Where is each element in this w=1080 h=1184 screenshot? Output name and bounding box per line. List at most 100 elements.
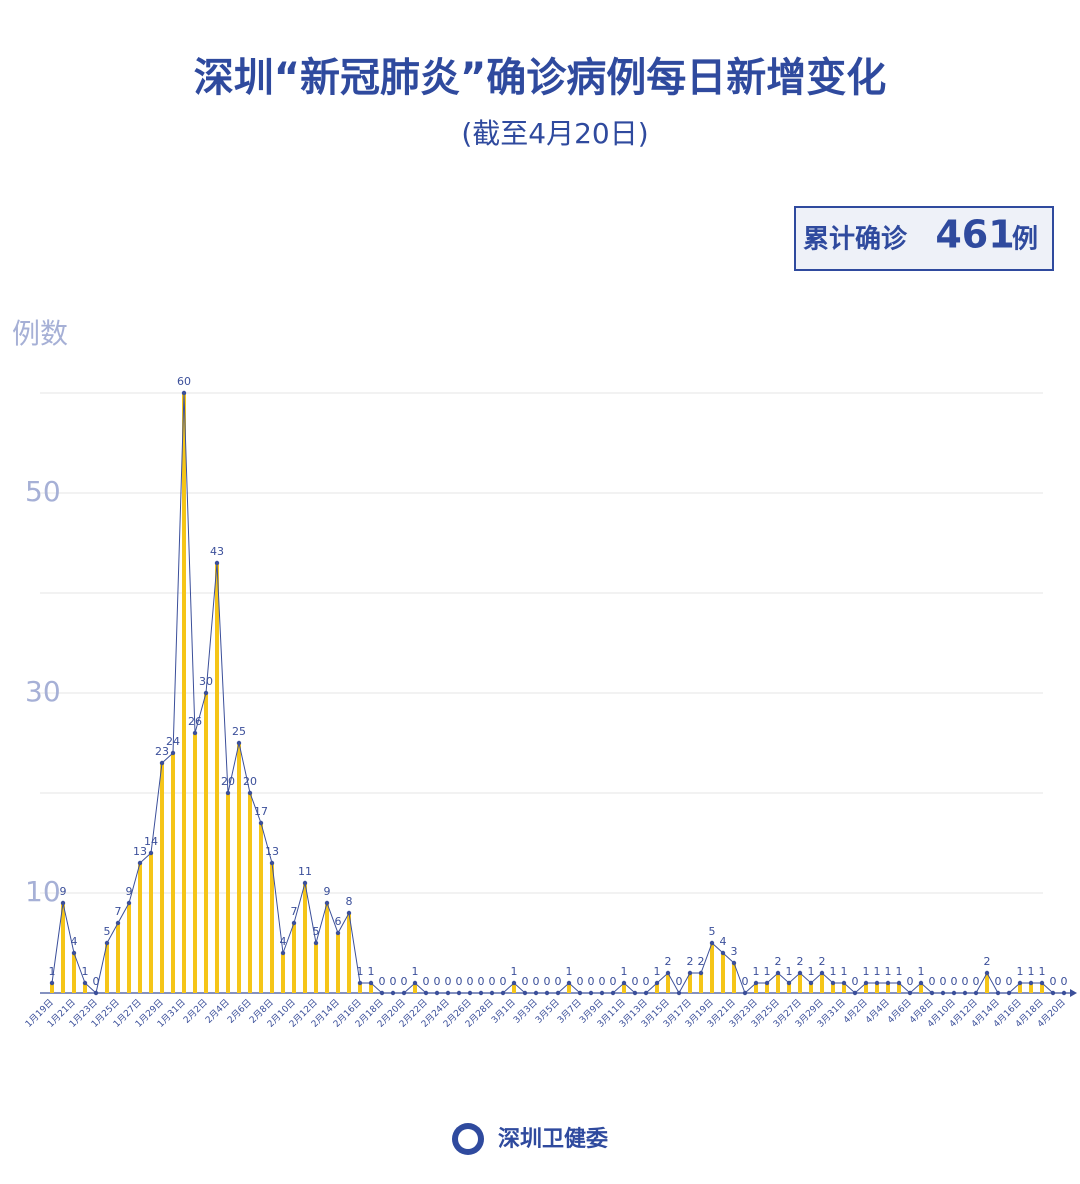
value-label: 24 (166, 735, 180, 748)
value-label: 1 (841, 965, 848, 978)
value-label: 1 (830, 965, 837, 978)
point (159, 760, 165, 766)
point (610, 990, 616, 996)
point (511, 980, 517, 986)
source: 深圳卫健委 (498, 1126, 608, 1152)
point (962, 990, 968, 996)
point (357, 980, 363, 986)
value-label: 60 (177, 375, 191, 388)
bar (149, 853, 153, 993)
point (500, 990, 506, 996)
value-label: 5 (709, 925, 716, 938)
point (1050, 990, 1056, 996)
point (577, 990, 583, 996)
point (940, 990, 946, 996)
point (698, 970, 704, 976)
value-label: 1 (1039, 965, 1046, 978)
bar (61, 903, 65, 993)
point (687, 970, 693, 976)
point (797, 970, 803, 976)
point (401, 990, 407, 996)
bar (1040, 983, 1044, 993)
point (929, 990, 935, 996)
value-label: 0 (1006, 975, 1013, 988)
point (247, 790, 253, 796)
bar (864, 983, 868, 993)
point (775, 970, 781, 976)
value-label: 1 (82, 965, 89, 978)
point (819, 970, 825, 976)
point (995, 990, 1001, 996)
point (93, 990, 99, 996)
value-label: 7 (115, 905, 122, 918)
point (236, 740, 242, 746)
value-label: 1 (357, 965, 364, 978)
value-label: 0 (929, 975, 936, 988)
value-label: 4 (720, 935, 727, 948)
point (126, 900, 132, 906)
point (753, 980, 759, 986)
value-label: 0 (1050, 975, 1057, 988)
point (489, 990, 495, 996)
point (720, 950, 726, 956)
value-label: 5 (104, 925, 111, 938)
point (368, 980, 374, 986)
point (71, 950, 77, 956)
point (599, 990, 605, 996)
bar (710, 943, 714, 993)
value-label: 1 (49, 965, 56, 978)
point (258, 820, 264, 826)
bar (204, 693, 208, 993)
value-label: 1 (368, 965, 375, 978)
value-label: 0 (489, 975, 496, 988)
bar (798, 973, 802, 993)
value-label: 4 (280, 935, 287, 948)
point (181, 390, 187, 396)
point (390, 990, 396, 996)
point (764, 980, 770, 986)
point (478, 990, 484, 996)
value-label: 13 (265, 845, 279, 858)
value-label: 2 (984, 955, 991, 968)
value-label: 2 (665, 955, 672, 968)
point (709, 940, 715, 946)
x-axis-arrow (1070, 989, 1077, 997)
bar (985, 973, 989, 993)
bar (215, 563, 219, 993)
value-label: 0 (423, 975, 430, 988)
bar (886, 983, 890, 993)
value-label: 1 (863, 965, 870, 978)
value-label: 0 (544, 975, 551, 988)
value-label: 0 (951, 975, 958, 988)
value-label: 1 (918, 965, 925, 978)
chart-title: 深圳“新冠肺炎”确诊病例每日新增变化 (194, 55, 887, 101)
value-label: 0 (390, 975, 397, 988)
point (104, 940, 110, 946)
bar (116, 923, 120, 993)
value-label: 1 (1017, 965, 1024, 978)
value-label: 3 (731, 945, 738, 958)
bar (292, 923, 296, 993)
value-label: 0 (445, 975, 452, 988)
bar (171, 753, 175, 993)
chart-subtitle: (截至4月20日) (461, 117, 648, 150)
value-label: 1 (808, 965, 815, 978)
value-label: 1 (412, 965, 419, 978)
point (1006, 990, 1012, 996)
point (874, 980, 880, 986)
value-label: 0 (610, 975, 617, 988)
value-label: 1 (874, 965, 881, 978)
value-label: 0 (995, 975, 1002, 988)
value-label: 6 (335, 915, 342, 928)
point (467, 990, 473, 996)
bar (754, 983, 758, 993)
point (588, 990, 594, 996)
value-label: 4 (71, 935, 78, 948)
point (137, 860, 143, 866)
point (566, 980, 572, 986)
point (1061, 990, 1067, 996)
point (984, 970, 990, 976)
bar (358, 983, 362, 993)
point (808, 980, 814, 986)
value-label: 8 (346, 895, 353, 908)
